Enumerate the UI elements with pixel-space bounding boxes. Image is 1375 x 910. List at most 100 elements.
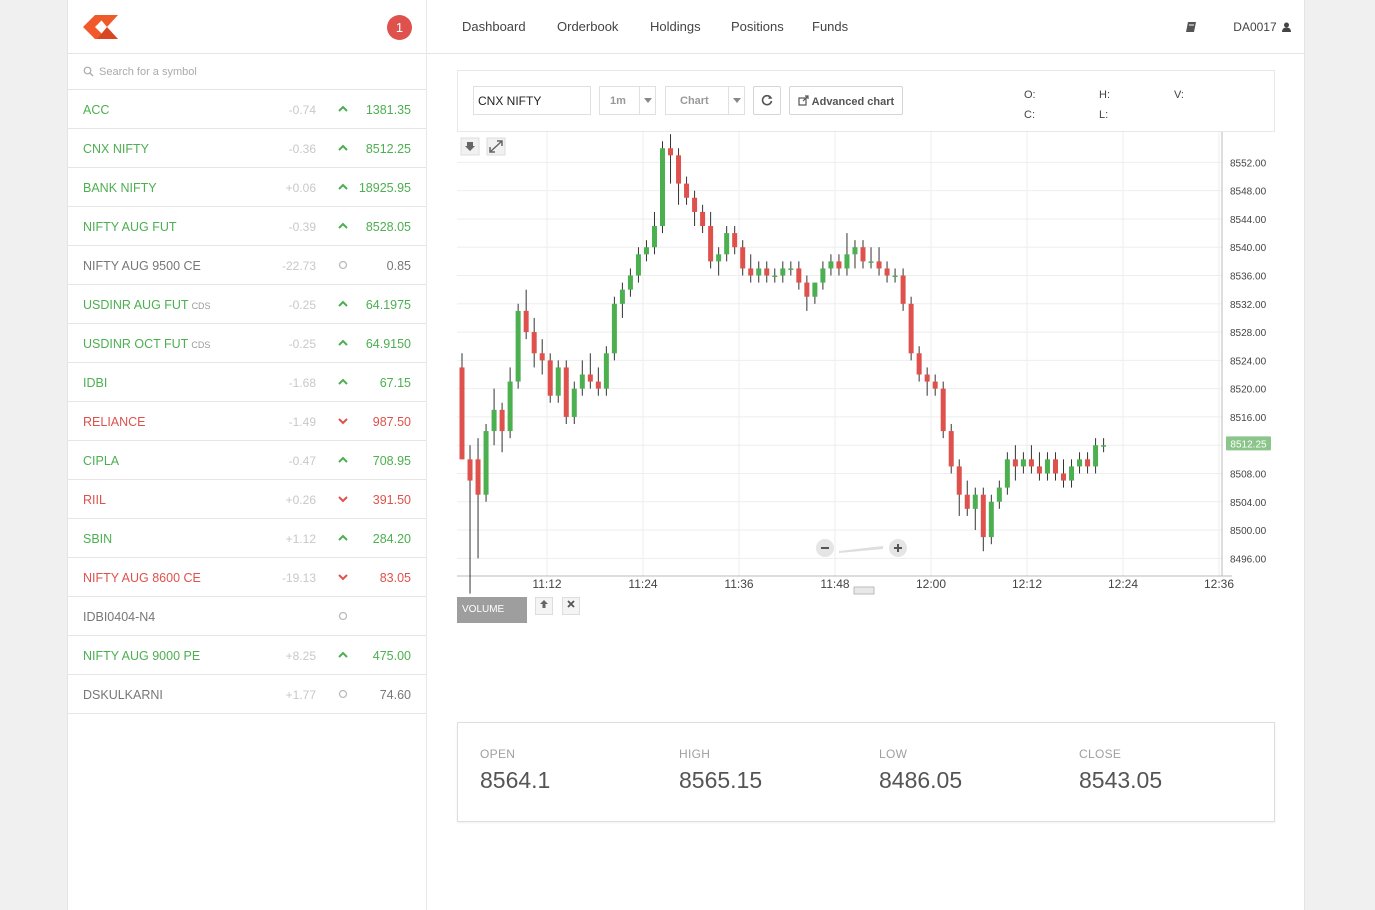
candle[interactable] bbox=[916, 346, 922, 382]
candle[interactable] bbox=[884, 261, 890, 283]
kite-logo-icon[interactable] bbox=[83, 15, 119, 39]
advanced-chart-button[interactable]: Advanced chart bbox=[789, 86, 904, 115]
nav-funds[interactable]: Funds bbox=[812, 19, 849, 34]
candle[interactable] bbox=[708, 211, 714, 269]
candle[interactable] bbox=[932, 374, 938, 396]
candle[interactable] bbox=[724, 226, 730, 262]
candle[interactable] bbox=[756, 261, 762, 283]
candle[interactable] bbox=[507, 367, 513, 439]
interval-select[interactable]: 1m bbox=[599, 86, 656, 115]
nav-holdings[interactable]: Holdings bbox=[650, 19, 701, 34]
candle[interactable] bbox=[1061, 459, 1066, 488]
candle[interactable] bbox=[804, 275, 810, 311]
book-icon[interactable] bbox=[1185, 21, 1197, 33]
candle[interactable] bbox=[716, 247, 722, 276]
list-item[interactable]: CNX NIFTY -0.36 8512.25 bbox=[68, 129, 426, 168]
candle[interactable] bbox=[467, 445, 473, 594]
candle[interactable] bbox=[900, 268, 906, 311]
candle[interactable] bbox=[660, 141, 665, 234]
candle[interactable] bbox=[892, 268, 898, 283]
candlestick-chart[interactable]: 11:12 11:24 11:36 11:48 12:00 12:12 12:24 12:36… bbox=[457, 132, 1275, 602]
candle[interactable] bbox=[844, 233, 850, 276]
candle[interactable] bbox=[828, 254, 834, 276]
candle[interactable] bbox=[651, 211, 657, 255]
list-item[interactable]: NIFTY AUG 9000 PE +8.25 475.00 bbox=[68, 636, 426, 675]
candle[interactable] bbox=[748, 254, 754, 283]
candle[interactable] bbox=[571, 381, 577, 424]
candle[interactable] bbox=[523, 289, 529, 340]
list-item[interactable]: BANK NIFTY +0.06 18925.95 bbox=[68, 168, 426, 207]
candle[interactable] bbox=[1036, 452, 1042, 481]
list-item[interactable]: IDBI0404-N4 bbox=[68, 597, 426, 636]
candle[interactable] bbox=[772, 268, 778, 283]
candle[interactable] bbox=[1004, 452, 1010, 495]
candle[interactable] bbox=[643, 240, 649, 262]
candle[interactable] bbox=[924, 367, 930, 396]
chart-type-select[interactable]: Chart bbox=[665, 86, 745, 115]
notification-badge[interactable]: 1 bbox=[387, 15, 412, 40]
list-item[interactable]: USDINR AUG FUT CDS -0.25 64.1975 bbox=[68, 285, 426, 324]
candle[interactable] bbox=[780, 261, 786, 283]
candle[interactable] bbox=[972, 487, 978, 531]
candle[interactable] bbox=[732, 226, 738, 255]
candle[interactable] bbox=[619, 282, 625, 318]
list-item[interactable]: CIPLA -0.47 708.95 bbox=[68, 441, 426, 480]
candle[interactable] bbox=[812, 282, 818, 304]
candle[interactable] bbox=[740, 240, 746, 276]
list-item[interactable]: RELIANCE -1.49 987.50 bbox=[68, 402, 426, 441]
candle[interactable] bbox=[852, 240, 858, 269]
candle[interactable] bbox=[956, 459, 962, 516]
candle[interactable] bbox=[459, 353, 465, 460]
candle[interactable] bbox=[1077, 452, 1083, 474]
candle[interactable] bbox=[700, 204, 706, 234]
candle[interactable] bbox=[868, 247, 874, 269]
candle[interactable] bbox=[964, 480, 970, 516]
volume-panel-tab[interactable]: VOLUME bbox=[457, 597, 527, 623]
search-input[interactable] bbox=[99, 63, 399, 81]
candle[interactable] bbox=[684, 176, 690, 205]
candle[interactable] bbox=[547, 353, 553, 403]
candle[interactable] bbox=[579, 360, 585, 396]
list-item[interactable]: ACC -0.74 1381.35 bbox=[68, 90, 426, 129]
candle[interactable] bbox=[491, 388, 497, 446]
candle[interactable] bbox=[1101, 438, 1107, 453]
candle[interactable] bbox=[1044, 452, 1050, 481]
candle[interactable] bbox=[996, 480, 1002, 509]
candle[interactable] bbox=[539, 339, 545, 375]
candle[interactable] bbox=[515, 303, 521, 389]
candle[interactable] bbox=[668, 134, 674, 184]
volume-up-button[interactable] bbox=[535, 597, 553, 615]
chart-symbol-input[interactable]: CNX NIFTY bbox=[473, 86, 591, 115]
candle[interactable] bbox=[499, 402, 505, 453]
candle[interactable] bbox=[475, 438, 481, 559]
candle[interactable] bbox=[555, 360, 561, 403]
candle[interactable] bbox=[948, 423, 954, 474]
candle[interactable] bbox=[483, 423, 489, 502]
candle[interactable] bbox=[587, 353, 593, 389]
candle[interactable] bbox=[1069, 459, 1075, 488]
candle[interactable] bbox=[796, 261, 802, 290]
candle[interactable] bbox=[940, 381, 946, 439]
list-item[interactable]: NIFTY AUG 9500 CE -22.73 0.85 bbox=[68, 246, 426, 285]
nav-positions[interactable]: Positions bbox=[731, 19, 784, 34]
candle[interactable] bbox=[611, 296, 617, 361]
candle[interactable] bbox=[603, 346, 609, 396]
zoom-plus-button[interactable] bbox=[889, 539, 907, 557]
list-item[interactable]: NIFTY AUG FUT -0.39 8528.05 bbox=[68, 207, 426, 246]
candle[interactable] bbox=[980, 487, 986, 552]
candle[interactable] bbox=[876, 247, 882, 276]
candle[interactable] bbox=[860, 240, 866, 269]
candle[interactable] bbox=[563, 360, 569, 424]
resize-handle[interactable] bbox=[853, 586, 875, 595]
candle[interactable] bbox=[635, 247, 641, 283]
user-menu[interactable]: DA0017 bbox=[1233, 20, 1291, 34]
candle[interactable] bbox=[692, 190, 698, 227]
candle[interactable] bbox=[531, 317, 537, 368]
nav-dashboard[interactable]: Dashboard bbox=[462, 19, 526, 34]
list-item[interactable]: USDINR OCT FUT CDS -0.25 64.9150 bbox=[68, 324, 426, 363]
candle[interactable] bbox=[836, 254, 842, 276]
candle[interactable] bbox=[788, 261, 794, 276]
candle[interactable] bbox=[1012, 445, 1018, 481]
list-item[interactable]: RIIL +0.26 391.50 bbox=[68, 480, 426, 519]
candle[interactable] bbox=[1020, 452, 1026, 474]
